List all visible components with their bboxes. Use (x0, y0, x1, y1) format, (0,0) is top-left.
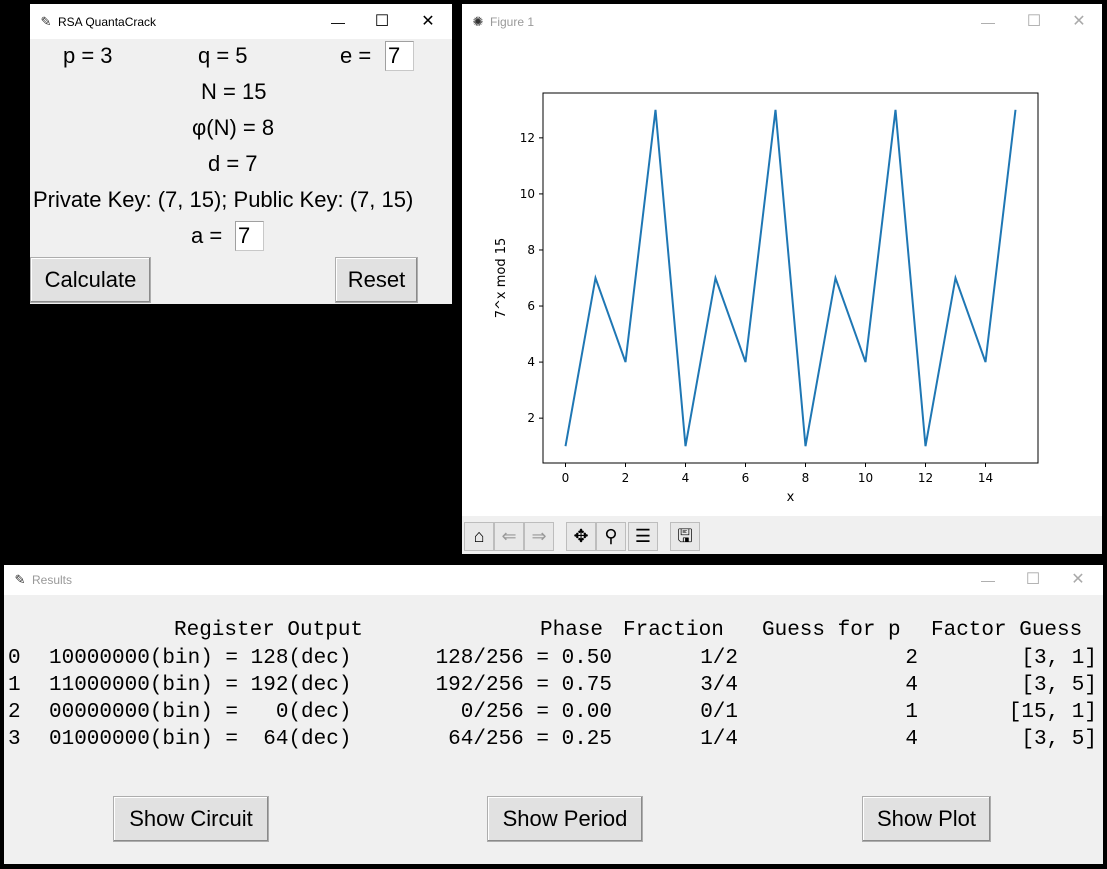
phi-label: φ(N) = 8 (192, 115, 275, 140)
header-phase: Phase (540, 619, 604, 642)
keys-label: Private Key: (7, 15); Public Key: (7, 15… (33, 187, 414, 212)
row-factor-guess: [3, 1] (1021, 647, 1097, 670)
row-factor-guess: [15, 1] (1008, 701, 1097, 724)
e-input[interactable]: 7 (385, 41, 414, 71)
close-icon[interactable]: ✕ (1072, 13, 1086, 30)
back-icon[interactable]: ⇐ (494, 522, 524, 551)
x-tick-label: 14 (978, 471, 993, 485)
home-icon[interactable]: ⌂ (464, 522, 494, 551)
zoom-icon[interactable]: ⚲ (596, 522, 626, 551)
x-tick-label: 10 (858, 471, 873, 485)
feather-icon: ✎ (40, 14, 52, 29)
results-window-title: Results (32, 573, 73, 587)
header-factor-guess: Factor Guess (931, 619, 1083, 642)
y-tick-label: 2 (527, 411, 535, 425)
figure-window: ✺ Figure 1 — ☐ ✕ 0 2 4 6 8 10 12 14 2 4 6 8 10 12 x 7^x… (462, 4, 1102, 554)
header-register-output: Register Output (174, 619, 364, 642)
a-input[interactable]: 7 (235, 221, 264, 251)
show-circuit-button[interactable]: Show Circuit (113, 796, 269, 842)
row-register-output: 00000000(bin) = 0(dec) (49, 701, 352, 724)
x-tick-label: 0 (562, 471, 570, 485)
minimize-icon[interactable]: — (331, 14, 345, 30)
y-tick-label: 4 (527, 355, 535, 369)
x-tick-label: 2 (622, 471, 630, 485)
y-tick-label: 10 (520, 187, 535, 201)
row-phase: 192/256 = 0.75 (435, 674, 612, 697)
y-tick-label: 8 (527, 243, 535, 257)
rsa-window-title: RSA QuantaCrack (58, 15, 157, 29)
y-tick-label: 6 (527, 299, 535, 313)
plot-canvas[interactable]: 0 2 4 6 8 10 12 14 2 4 6 8 10 12 x 7^x mod 15 (462, 39, 1102, 516)
row-phase: 128/256 = 0.50 (435, 647, 612, 670)
rsa-window: ✎ RSA QuantaCrack — ☐ ✕ p = 3 q = 5 e = … (30, 4, 452, 304)
figure-titlebar[interactable]: ✺ Figure 1 — ☐ ✕ (462, 4, 1102, 39)
row-fraction: 0/1 (700, 701, 738, 724)
maximize-icon[interactable]: ☐ (374, 13, 390, 30)
minimize-icon[interactable]: — (981, 14, 995, 30)
series-line-0 (564, 109, 1017, 447)
close-icon[interactable]: ✕ (421, 13, 435, 30)
rsa-titlebar[interactable]: ✎ RSA QuantaCrack — ☐ ✕ (30, 4, 452, 39)
p-label: p = 3 (63, 43, 113, 68)
row-register-output: 10000000(bin) = 128(dec) (49, 647, 352, 670)
results-titlebar[interactable]: ✎ Results — ☐ ✕ (4, 565, 1103, 595)
matplotlib-icon: ✺ (472, 14, 484, 29)
figure-toolbar: ⌂ ⇐ ⇒ ✥ ⚲ ☰ 🖫 (462, 516, 1102, 554)
q-label: q = 5 (198, 43, 248, 68)
row-index: 3 (8, 728, 21, 751)
row-fraction: 3/4 (700, 674, 738, 697)
axes-frame (542, 92, 1039, 464)
row-factor-guess: [3, 5] (1021, 674, 1097, 697)
row-fraction: 1/4 (700, 728, 738, 751)
row-index: 0 (8, 647, 21, 670)
row-phase: 64/256 = 0.25 (448, 728, 612, 751)
row-guess-for-p: 4 (905, 674, 918, 697)
figure-window-title: Figure 1 (490, 15, 535, 29)
y-tick-label: 12 (520, 131, 535, 145)
y-axis-label: 7^x mod 15 (494, 238, 509, 319)
e-label: e = (340, 43, 372, 68)
line-chart: 0 2 4 6 8 10 12 14 2 4 6 8 10 12 x 7^x mod 15 (494, 92, 1039, 505)
calculate-button[interactable]: Calculate (30, 257, 151, 303)
row-index: 1 (8, 674, 21, 697)
x-axis-label: x (787, 490, 795, 505)
show-plot-button[interactable]: Show Plot (862, 796, 991, 842)
a-label: a = (191, 223, 223, 248)
maximize-icon[interactable]: ☐ (1025, 571, 1041, 588)
x-tick-label: 4 (682, 471, 690, 485)
row-fraction: 1/2 (700, 647, 738, 670)
feather-icon: ✎ (14, 572, 26, 587)
header-fraction: Fraction (623, 619, 724, 642)
row-register-output: 11000000(bin) = 192(dec) (49, 674, 352, 697)
close-icon[interactable]: ✕ (1071, 571, 1085, 588)
results-window: ✎ Results — ☐ ✕ Register Output Phase Fr… (4, 565, 1103, 864)
row-guess-for-p: 2 (905, 647, 918, 670)
save-icon[interactable]: 🖫 (670, 522, 700, 551)
header-guess-for-p: Guess for p (762, 619, 901, 642)
maximize-icon[interactable]: ☐ (1026, 13, 1042, 30)
forward-icon[interactable]: ⇒ (524, 522, 554, 551)
reset-button[interactable]: Reset (335, 257, 418, 303)
minimize-icon[interactable]: — (981, 572, 995, 588)
n-label: N = 15 (201, 79, 267, 104)
row-index: 2 (8, 701, 21, 724)
x-tick-label: 12 (918, 471, 933, 485)
row-factor-guess: [3, 5] (1021, 728, 1097, 751)
show-period-button[interactable]: Show Period (487, 796, 643, 842)
row-phase: 0/256 = 0.00 (460, 701, 612, 724)
x-tick-label: 6 (742, 471, 750, 485)
row-register-output: 01000000(bin) = 64(dec) (49, 728, 352, 751)
row-guess-for-p: 1 (905, 701, 918, 724)
pan-icon[interactable]: ✥ (566, 522, 596, 551)
row-guess-for-p: 4 (905, 728, 918, 751)
x-tick-label: 8 (802, 471, 810, 485)
configure-icon[interactable]: ☰ (628, 522, 658, 551)
d-label: d = 7 (208, 151, 258, 176)
